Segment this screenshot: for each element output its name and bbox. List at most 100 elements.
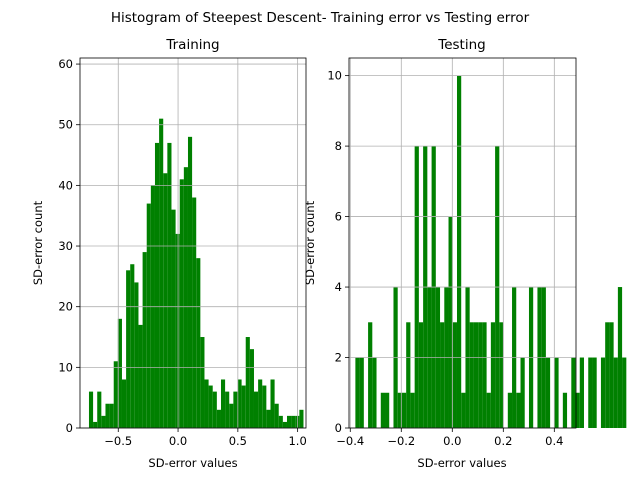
training-y-tick-label: 50 [58,118,73,132]
testing-bar [380,392,385,428]
testing-x-axis-label: SD-error values [417,456,506,470]
testing-y-tick-label: 0 [335,421,342,435]
training-bar [146,203,151,428]
training-bar [229,403,234,428]
testing-x-tick-label: 0.2 [494,434,512,448]
training-bar [220,379,226,428]
training-bar [109,403,114,428]
training-bar [216,409,221,428]
training-bars [88,118,304,429]
training-bar [179,179,184,428]
training-bar [270,379,275,428]
testing-y-tick-label: 6 [335,210,342,224]
testing-bar [490,322,496,428]
testing-bar [355,357,360,428]
training-bar [241,385,246,428]
training-bar [97,391,102,428]
testing-bar [605,322,610,428]
training-bar [266,409,271,428]
testing-bar [385,392,390,428]
testing-bar [499,322,504,428]
training-bar [278,415,283,428]
testing-bar [600,357,606,428]
training-y-tick-label: 30 [58,239,73,253]
testing-bar [478,322,483,428]
testing-y-axis-label: SD-error count [303,200,317,285]
testing-bar [516,392,521,428]
training-bar [154,142,160,429]
testing-bar [406,322,411,428]
training-x-tick-label: −0.5 [104,434,132,448]
figure-title: Histogram of Steepest Descent- Training … [111,10,530,26]
testing-bar [410,392,415,428]
testing-axes-frame [348,57,577,429]
training-bar [171,209,176,428]
training-y-tick-label: 0 [66,421,73,435]
training-bar [126,270,131,428]
training-x-tick-label: 0.0 [169,434,187,448]
training-bar [196,258,201,428]
training-bar [138,324,143,428]
testing-bar [368,322,373,428]
testing-bar [401,392,407,428]
testing-bar [507,392,513,428]
training-bar [245,337,250,428]
testing-y-tick-label: 10 [327,69,342,83]
training-bar [117,318,122,428]
testing-bar [372,357,377,428]
testing-x-tick-label: 0.4 [545,434,563,448]
testing-bars [355,75,627,429]
testing-bar [575,392,580,428]
testing-bar [617,287,623,428]
training-bar [101,415,106,428]
testing-bar [482,322,487,428]
testing-y-tick-label: 4 [335,280,342,294]
training-bar [249,349,254,428]
testing-bar [461,392,466,428]
training-bar [274,403,279,428]
training-bar [200,337,205,428]
training-bar [253,391,259,428]
testing-bar [579,357,584,428]
training-y-tick-label: 20 [58,300,73,314]
training-bar [282,421,287,428]
testing-bar [452,322,457,428]
testing-bar [613,357,618,428]
training-title: Training [165,37,219,53]
training-bar [105,403,110,428]
training-y-axis-label: SD-error count [31,200,45,285]
training-bar [88,391,94,428]
training-bar [130,264,135,428]
training-bar [262,385,267,428]
training-bar [233,391,238,428]
training-bar [187,136,193,428]
training-bar [299,409,304,428]
training-bar [163,173,168,428]
testing-bar [571,357,576,428]
testing-bar [486,392,491,428]
training-bar [208,385,213,428]
training-bar [225,391,230,428]
testing-bar [473,322,479,428]
testing-bar [588,357,593,428]
training-bar [291,415,296,428]
testing-bar [440,322,445,428]
testing-x-tick-label: 0.0 [443,434,461,448]
testing-bar [554,357,559,428]
training-bar [192,197,197,428]
training-x-tick-label: 1.0 [288,434,306,448]
testing-bar [545,357,551,428]
training-bar [134,282,139,428]
training-histogram: Training SD-error values SD-error count … [31,37,307,470]
testing-bar [562,392,568,428]
testing-bar [469,322,474,428]
testing-bar [418,322,424,428]
training-bar [167,142,172,429]
testing-bar [359,357,364,428]
training-bar [142,252,147,428]
training-bar [286,415,292,428]
training-bar [237,379,242,428]
training-bar [212,391,217,428]
testing-y-tick-label: 8 [335,139,342,153]
